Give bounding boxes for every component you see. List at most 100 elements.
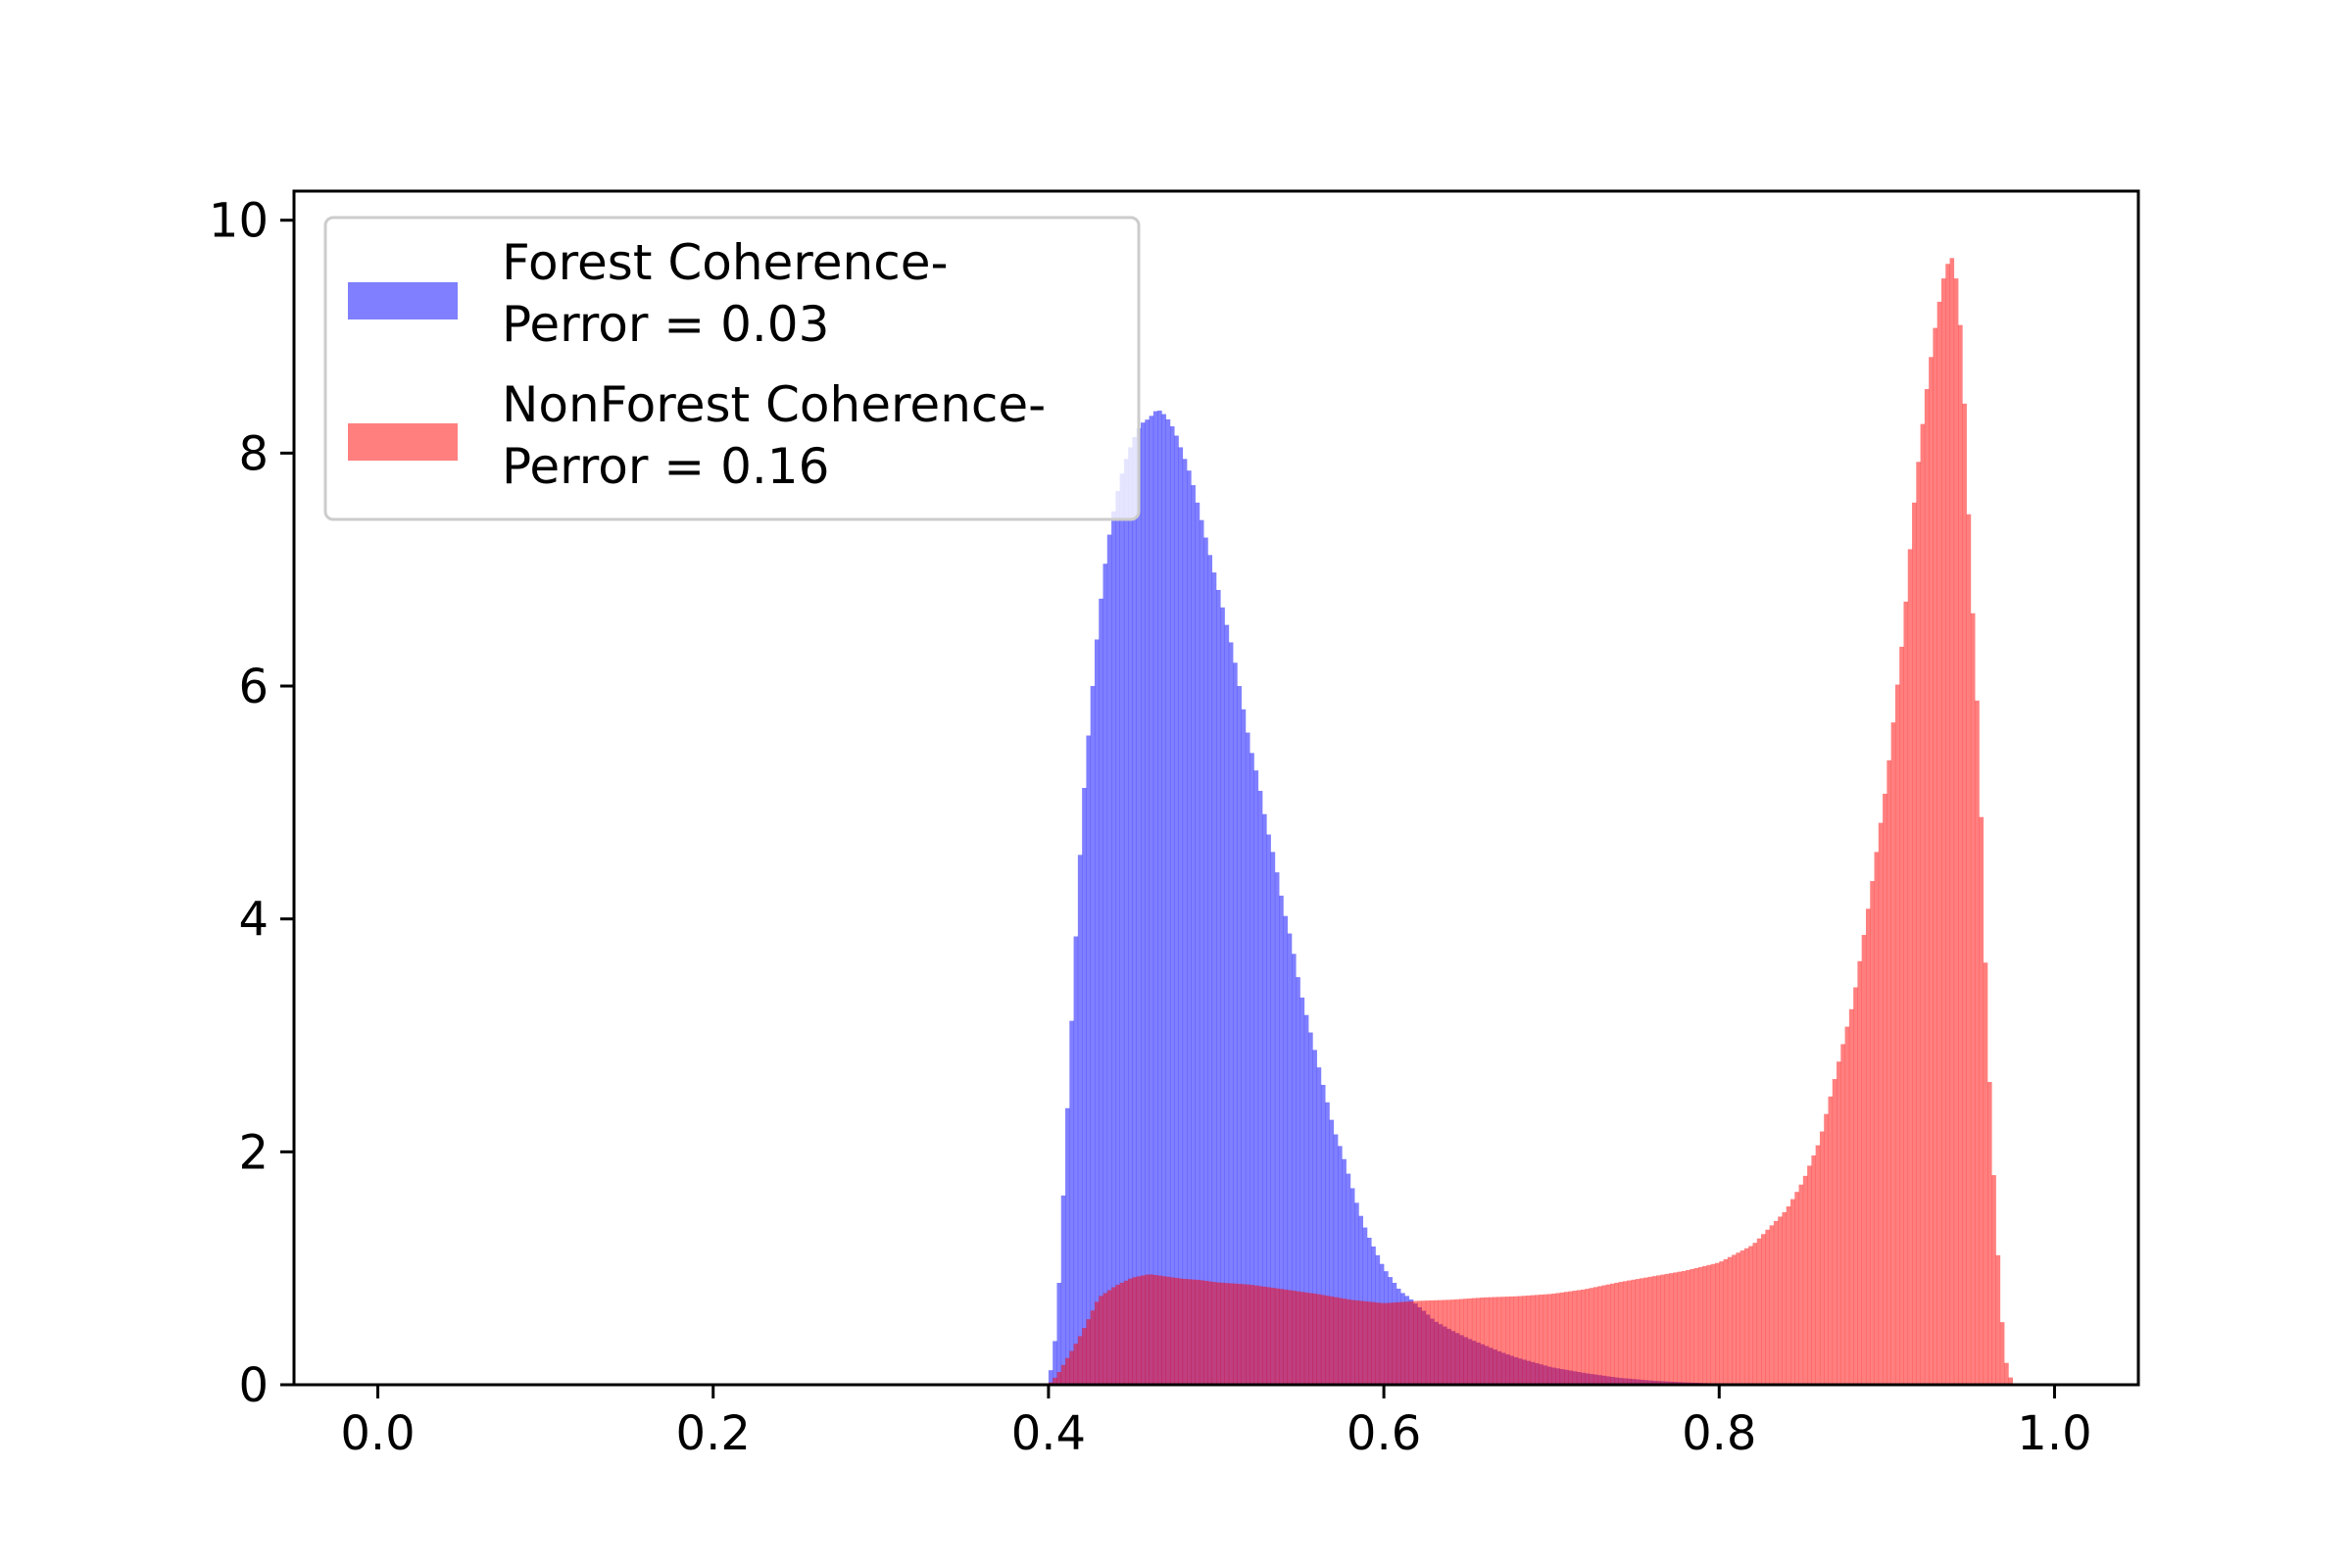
- histogram-bar: [1920, 423, 1926, 1385]
- histogram-bar: [1161, 414, 1166, 1385]
- histogram-bar: [1320, 1295, 1326, 1385]
- histogram-bar: [1211, 572, 1217, 1385]
- histogram-bar: [1559, 1292, 1565, 1385]
- histogram-bar: [1115, 1284, 1120, 1385]
- histogram-bar: [1203, 537, 1208, 1385]
- histogram-bar: [1798, 1184, 1804, 1385]
- histogram-bar: [1480, 1298, 1486, 1385]
- histogram-bar: [1073, 936, 1079, 1385]
- histogram-bar: [1115, 490, 1120, 1385]
- histogram-bar: [1128, 447, 1133, 1385]
- histogram-bar: [1342, 1298, 1347, 1385]
- histogram-bar: [1425, 1300, 1431, 1385]
- histogram-bar: [1299, 997, 1305, 1385]
- histogram-bar: [1962, 403, 1967, 1385]
- histogram-bar: [1802, 1175, 1808, 1385]
- histogram-bar: [1257, 790, 1263, 1385]
- histogram-bar: [1824, 1113, 1829, 1385]
- histogram-bar: [1936, 301, 1942, 1385]
- histogram-bar: [1338, 1146, 1343, 1385]
- histogram-bar: [1253, 770, 1259, 1385]
- histogram-bar: [1056, 1371, 1062, 1385]
- histogram-bar: [1526, 1295, 1532, 1385]
- histogram-bar: [1489, 1297, 1494, 1385]
- histogram-bar: [1786, 1206, 1791, 1385]
- histogram-bar: [1543, 1294, 1548, 1385]
- histogram-bar: [1907, 549, 1913, 1385]
- histogram-bar: [1241, 1284, 1247, 1385]
- histogram-bar: [1102, 564, 1108, 1385]
- histogram-bar: [1535, 1295, 1540, 1385]
- histogram-bar: [1266, 834, 1271, 1385]
- histogram-bar: [1237, 1284, 1242, 1385]
- histogram-bar: [1979, 816, 1984, 1385]
- histogram-bar: [1690, 1268, 1694, 1385]
- histogram-bar: [1995, 1254, 2001, 1385]
- histogram-bar: [1338, 1298, 1343, 1385]
- histogram-bar: [1191, 1279, 1196, 1385]
- histogram-bar: [1656, 1275, 1661, 1385]
- histogram-bar: [1366, 1301, 1372, 1385]
- histogram-bar: [1794, 1192, 1799, 1385]
- histogram-bar: [1732, 1254, 1737, 1385]
- histogram-bar: [1987, 1082, 1992, 1385]
- histogram-bar: [1291, 954, 1297, 1385]
- histogram-bar: [1056, 1283, 1062, 1385]
- histogram-bar: [1446, 1299, 1451, 1385]
- histogram-bar: [1782, 1211, 1788, 1385]
- histogram-bar: [1094, 1301, 1100, 1385]
- histogram-bar: [1283, 1289, 1289, 1385]
- histogram-bar: [1710, 1263, 1716, 1385]
- histogram-bar: [1375, 1302, 1381, 1385]
- histogram-bar: [1748, 1246, 1753, 1385]
- histogram-bar: [1257, 1286, 1263, 1385]
- histogram-bar: [1182, 459, 1188, 1385]
- histogram-bar: [1211, 1282, 1217, 1385]
- histogram-bar: [1182, 1279, 1188, 1385]
- histogram-bar: [1325, 1102, 1330, 1385]
- legend: Forest Coherence- Perror = 0.03 NonFores…: [323, 216, 1141, 521]
- histogram-bar: [1493, 1297, 1497, 1385]
- histogram-bar: [1601, 1285, 1607, 1385]
- x-tick-label: 0.8: [1682, 1406, 1756, 1461]
- histogram-bar: [1119, 1282, 1125, 1385]
- histogram-bar: [1149, 416, 1154, 1386]
- histogram-bar: [1539, 1295, 1544, 1385]
- histogram-bar: [1279, 1289, 1284, 1385]
- histogram-bar: [1631, 1279, 1637, 1385]
- histogram-bar: [1053, 1377, 1057, 1385]
- histogram-bar: [1316, 1067, 1322, 1385]
- histogram-bar: [1664, 1273, 1670, 1385]
- legend-label-forest-line1: Forest Coherence-: [502, 234, 949, 291]
- histogram-bar: [1903, 601, 1909, 1385]
- histogram-bar: [1945, 264, 1950, 1385]
- histogram-bar: [1069, 1350, 1074, 1385]
- histogram-bar: [1262, 1286, 1267, 1385]
- histogram-bar: [1844, 1026, 1850, 1385]
- histogram-bar: [1065, 1357, 1070, 1385]
- histogram-bar: [1149, 1274, 1154, 1385]
- y-axis: 0 2 4 6 8 10: [209, 194, 294, 1413]
- histogram-bar: [1865, 908, 1871, 1385]
- histogram-bar: [1999, 1322, 2005, 1385]
- histogram-bar: [1530, 1295, 1536, 1385]
- histogram-bar: [1237, 686, 1242, 1385]
- histogram-bar: [1094, 639, 1100, 1385]
- histogram-bar: [1924, 389, 1930, 1385]
- histogram-bar: [1312, 1294, 1317, 1385]
- x-tick-label: 1.0: [2017, 1406, 2091, 1461]
- histogram-bar: [1308, 1032, 1313, 1385]
- histogram-bar: [1119, 473, 1125, 1385]
- histogram-bar: [1837, 1061, 1841, 1385]
- histogram-bar: [1358, 1215, 1364, 1385]
- histogram-bar: [1111, 1287, 1116, 1385]
- histogram-bar: [1555, 1293, 1561, 1385]
- histogram-bar: [1053, 1341, 1057, 1385]
- histogram-bar: [2008, 1377, 2013, 1385]
- histogram-bar: [1769, 1225, 1775, 1385]
- y-tick-label: 8: [238, 426, 269, 481]
- histogram-bar: [1169, 1277, 1175, 1385]
- histogram-bar: [1216, 1282, 1221, 1385]
- histogram-bar: [1890, 722, 1896, 1385]
